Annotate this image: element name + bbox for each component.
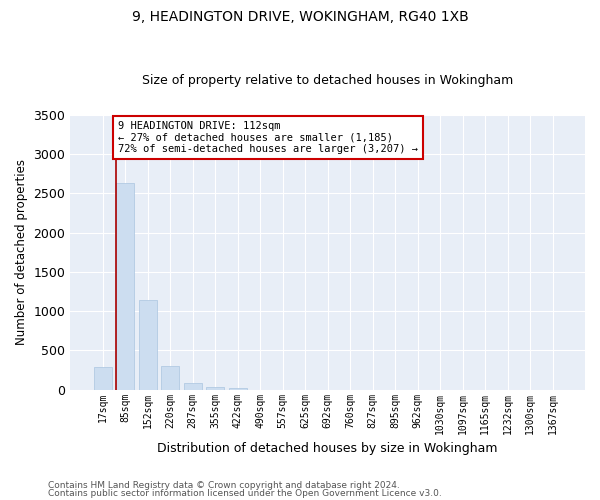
Bar — [184, 382, 202, 390]
Bar — [206, 386, 224, 390]
X-axis label: Distribution of detached houses by size in Wokingham: Distribution of detached houses by size … — [157, 442, 498, 455]
Bar — [161, 366, 179, 390]
Text: 9 HEADINGTON DRIVE: 112sqm
← 27% of detached houses are smaller (1,185)
72% of s: 9 HEADINGTON DRIVE: 112sqm ← 27% of deta… — [118, 121, 418, 154]
Text: Contains HM Land Registry data © Crown copyright and database right 2024.: Contains HM Land Registry data © Crown c… — [48, 481, 400, 490]
Bar — [229, 388, 247, 390]
Bar — [116, 183, 134, 390]
Text: Contains public sector information licensed under the Open Government Licence v3: Contains public sector information licen… — [48, 488, 442, 498]
Bar — [94, 367, 112, 390]
Text: 9, HEADINGTON DRIVE, WOKINGHAM, RG40 1XB: 9, HEADINGTON DRIVE, WOKINGHAM, RG40 1XB — [131, 10, 469, 24]
Y-axis label: Number of detached properties: Number of detached properties — [15, 159, 28, 345]
Bar — [139, 300, 157, 390]
Title: Size of property relative to detached houses in Wokingham: Size of property relative to detached ho… — [142, 74, 513, 87]
